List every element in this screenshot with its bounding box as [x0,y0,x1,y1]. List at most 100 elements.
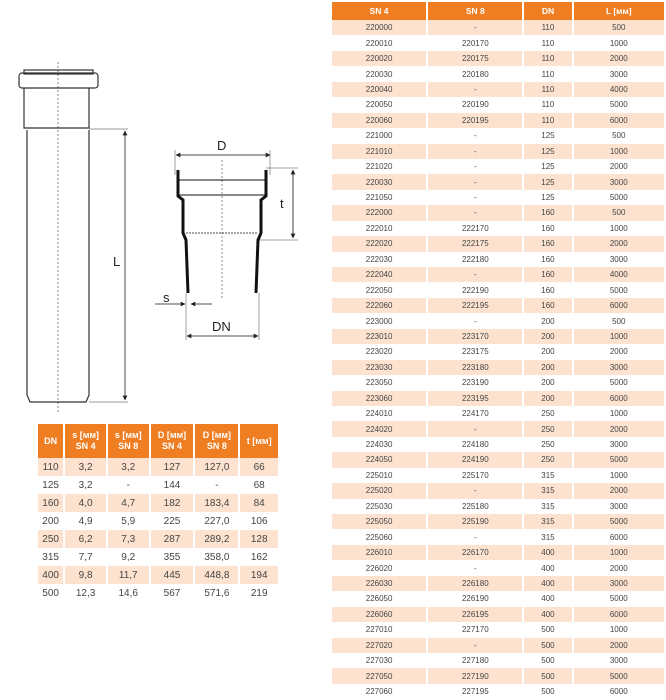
table-cell: 66 [240,458,278,476]
table-cell: 220195 [428,112,523,129]
table-cell: 110 [524,112,572,129]
table-cell: - [215,479,219,491]
table-cell: 7,3 [107,530,149,548]
table-cell: 9,2 [121,551,136,563]
table-cell: 221020 [365,162,393,172]
table-row: 226050 226190 400 5000 [332,591,664,606]
table-row: 222020 222175 160 2000 [332,236,664,252]
table-cell: 200 [541,347,555,357]
table-cell: 110 [524,20,572,36]
table-cell: 4,0 [65,494,106,512]
table-cell: 3000 [573,575,664,592]
table-cell: 225180 [461,501,489,511]
table-cell: 500 [573,20,664,36]
label-D: D [217,138,226,153]
header-line: t [мм] [246,435,272,446]
table-cell: 289,2 [195,530,239,548]
header-line: SN 8 [118,441,139,451]
table-cell: 223180 [428,359,523,376]
table-cell: 400 [524,575,572,592]
header-line: D [мм] [202,430,232,440]
table-cell: 127 [150,458,194,476]
table-cell: 225020 [332,483,427,499]
header-line: D [мм] [157,430,187,440]
table-cell: 220175 [428,50,523,67]
socket-section [155,150,298,340]
table-cell: 227190 [428,668,523,684]
table-cell: 4000 [573,81,664,98]
table-cell: 220040 [332,81,427,98]
table-cell: 68 [253,479,265,491]
table-row: 221020 - 125 2000 [332,159,664,174]
table-cell: 160 [524,267,572,283]
table-cell: 110 [524,50,572,67]
column-header: DN [38,424,64,458]
table-cell: 6,2 [65,530,106,548]
table-cell: 3,2 [65,458,106,476]
table-row: 223060 223195 200 6000 [332,390,664,406]
table-row: 227060 227195 500 6000 [332,684,664,699]
table-cell: 219 [250,587,268,599]
table-row: 225030 225180 315 3000 [332,499,664,514]
header-line: DN [44,435,58,446]
table-row: 222060 222195 160 6000 [332,297,664,314]
table-cell: 358,0 [204,551,230,563]
table-cell: 225050 [332,514,427,530]
table-cell: 160 [524,297,572,314]
column-header: SN 4 [332,2,427,20]
table-cell: 226190 [461,594,489,604]
table-row: 160 4,0 4,7 182 183,4 84 [38,494,278,512]
header-line: SN 4 [162,441,183,451]
table-cell: 220180 [461,69,489,79]
table-cell: 224170 [461,409,489,419]
table-cell: 6000 [573,112,664,129]
table-row: 220020 220175 110 2000 [332,50,664,67]
table-row: 125 3,2 - 144 - 68 [38,476,278,494]
table-cell: 220030 [332,174,427,190]
table-cell: 2000 [573,421,664,437]
table-cell: 222020 [332,236,427,252]
table-row: 224010 224170 250 1000 [332,406,664,421]
table-cell: 2000 [573,637,664,653]
table-cell: 400 [541,563,555,573]
table-cell: 106 [250,515,268,527]
table-cell: 250 [541,440,555,450]
table-cell: 84 [240,494,278,512]
table-row: 223030 223180 200 3000 [332,359,664,376]
table-cell: 500 [612,316,626,326]
table-cell: 125 [524,174,572,190]
table-row: 221010-125 1000 [332,143,664,159]
table-cell: - [473,532,477,542]
column-header: SN 8 [428,2,523,20]
table-cell: - [473,316,477,326]
table-cell: - [428,205,523,221]
table-cell: 222050 [365,285,393,295]
table-row: 220040-110 4000 [332,81,664,98]
table-cell: 224010 [365,409,393,419]
table-cell: - [473,193,477,203]
table-cell: 2000 [609,347,628,357]
table-cell: 400 [38,566,64,584]
table-cell: 6000 [573,606,664,623]
table-cell: - [428,143,523,159]
table-cell: 224190 [428,452,523,468]
table-cell: 3,2 [78,479,93,491]
header-line: SN 4 [75,441,96,451]
table-cell: 227060 [365,687,393,697]
table-cell: 220190 [461,100,489,110]
table-row: 220030-125 3000 [332,174,664,190]
table-cell: 223030 [332,359,427,376]
table-cell: 1000 [609,625,628,635]
table-cell: 2000 [573,236,664,252]
table-cell: 224020 [332,421,427,437]
table-cell: 4000 [573,267,664,283]
table-cell: - [428,20,523,36]
table-cell: 571,6 [204,587,230,599]
column-header: DN [524,2,572,20]
table-cell: 225170 [461,470,489,480]
table-cell: 7,7 [78,551,93,563]
table-cell: 227020 [332,637,427,653]
table-cell: 1000 [609,223,628,233]
table-cell: 445 [150,566,194,584]
table-cell: 110 [541,69,555,79]
